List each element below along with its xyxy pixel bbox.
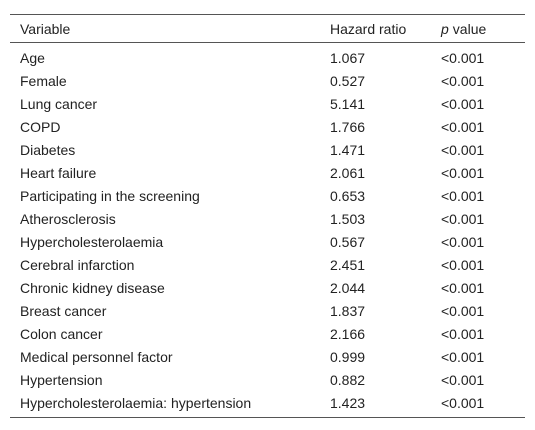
table-row: Atherosclerosis 1.503 <0.001	[10, 207, 525, 230]
table-cell: COPD	[20, 118, 61, 135]
table-cell: 1.423	[330, 394, 366, 411]
table-row: Chronic kidney disease 2.044 <0.001	[10, 276, 525, 299]
table-cell: <0.001	[441, 325, 485, 342]
table-cell: 2.044	[330, 279, 366, 296]
table-cell: 1.067	[330, 49, 366, 66]
table-row: Hypertension 0.882 <0.001	[10, 368, 525, 391]
table-cell: Chronic kidney disease	[20, 279, 165, 296]
table-cell: Atherosclerosis	[20, 210, 116, 227]
table-cell: Hypercholesterolaemia	[20, 233, 164, 250]
table-cell: <0.001	[441, 394, 485, 411]
table-row: Colon cancer 2.166 <0.001	[10, 322, 525, 345]
header-text: value	[452, 20, 487, 37]
table-cell: <0.001	[441, 164, 485, 181]
table-cell: 1.837	[330, 302, 366, 319]
table-row: Female 0.527 <0.001	[10, 69, 525, 92]
table-cell: <0.001	[441, 233, 485, 250]
table-cell: <0.001	[441, 187, 485, 204]
table-cell: 0.999	[330, 348, 366, 365]
table-cell: 0.882	[330, 371, 366, 388]
table-row: COPD 1.766 <0.001	[10, 115, 525, 138]
header-row: Variable Hazard ratio p value	[10, 14, 525, 43]
table-wrapper: Variable Hazard ratio p value Age 1.067 <0.…	[10, 14, 525, 418]
table-cell: <0.001	[441, 256, 485, 273]
table-cell: <0.001	[441, 95, 485, 112]
table-row: Hypercholesterolaemia 0.567 <0.001	[10, 230, 525, 253]
table-cell: <0.001	[441, 141, 485, 158]
table-cell: 5.141	[330, 95, 366, 112]
table-row: Participating in the screening 0.653 <0.00…	[10, 184, 525, 207]
table-cell: 1.471	[330, 141, 366, 158]
table-cell: 2.451	[330, 256, 366, 273]
table-cell: <0.001	[441, 302, 485, 319]
table-header: Variable Hazard ratio p value	[10, 14, 525, 43]
table-cell: <0.001	[441, 348, 485, 365]
table-cell: 2.061	[330, 164, 366, 181]
table-cell: Age	[20, 49, 45, 66]
table-cell: 0.567	[330, 233, 366, 250]
table-body: Age 1.067 <0.001 Female 0.527 <0.001 Lung canc…	[10, 43, 525, 418]
table-cell: Medical personnel factor	[20, 348, 173, 365]
table-cell: <0.001	[441, 279, 485, 296]
table-cell: 0.653	[330, 187, 366, 204]
table-cell: Hypercholesterolaemia: hypertension	[20, 394, 252, 411]
table-cell: <0.001	[441, 118, 485, 135]
table-cell: <0.001	[441, 210, 485, 227]
table-row: Lung cancer 5.141 <0.001	[10, 92, 525, 115]
table-cell: Colon cancer	[20, 325, 103, 342]
table-cell: <0.001	[441, 49, 485, 66]
table-cell: <0.001	[441, 371, 485, 388]
p-symbol: p	[441, 20, 449, 37]
table-cell: Female	[20, 72, 67, 89]
table-cell: Participating in the screening	[20, 187, 200, 204]
table-cell: 2.166	[330, 325, 366, 342]
table-row: Hypercholesterolaemia: hypertension 1.423…	[10, 391, 525, 418]
header-cell: Variable	[10, 14, 330, 43]
table-row: Age 1.067 <0.001	[10, 43, 525, 70]
table-cell: Hypertension	[20, 371, 103, 388]
table-cell: 0.527	[330, 72, 366, 89]
table-row: Diabetes 1.471 <0.001	[10, 138, 525, 161]
table-cell: <0.001	[441, 72, 485, 89]
results-table: Variable Hazard ratio p value Age 1.067 <0.…	[10, 14, 525, 418]
table-cell: Heart failure	[20, 164, 97, 181]
table-cell: 1.503	[330, 210, 366, 227]
table-cell: Lung cancer	[20, 95, 98, 112]
table-cell: Breast cancer	[20, 302, 107, 319]
table-cell: Diabetes	[20, 141, 76, 158]
table-cell: 1.766	[330, 118, 366, 135]
table-row: Medical personnel factor 0.999 <0.001	[10, 345, 525, 368]
table-row: Heart failure 2.061 <0.001	[10, 161, 525, 184]
table-row: Breast cancer 1.837 <0.001	[10, 299, 525, 322]
table-row: Cerebral infarction 2.451 <0.001	[10, 253, 525, 276]
table-cell: Cerebral infarction	[20, 256, 135, 273]
header-cell: p value	[441, 14, 525, 43]
header-cell: Hazard ratio	[330, 14, 441, 43]
